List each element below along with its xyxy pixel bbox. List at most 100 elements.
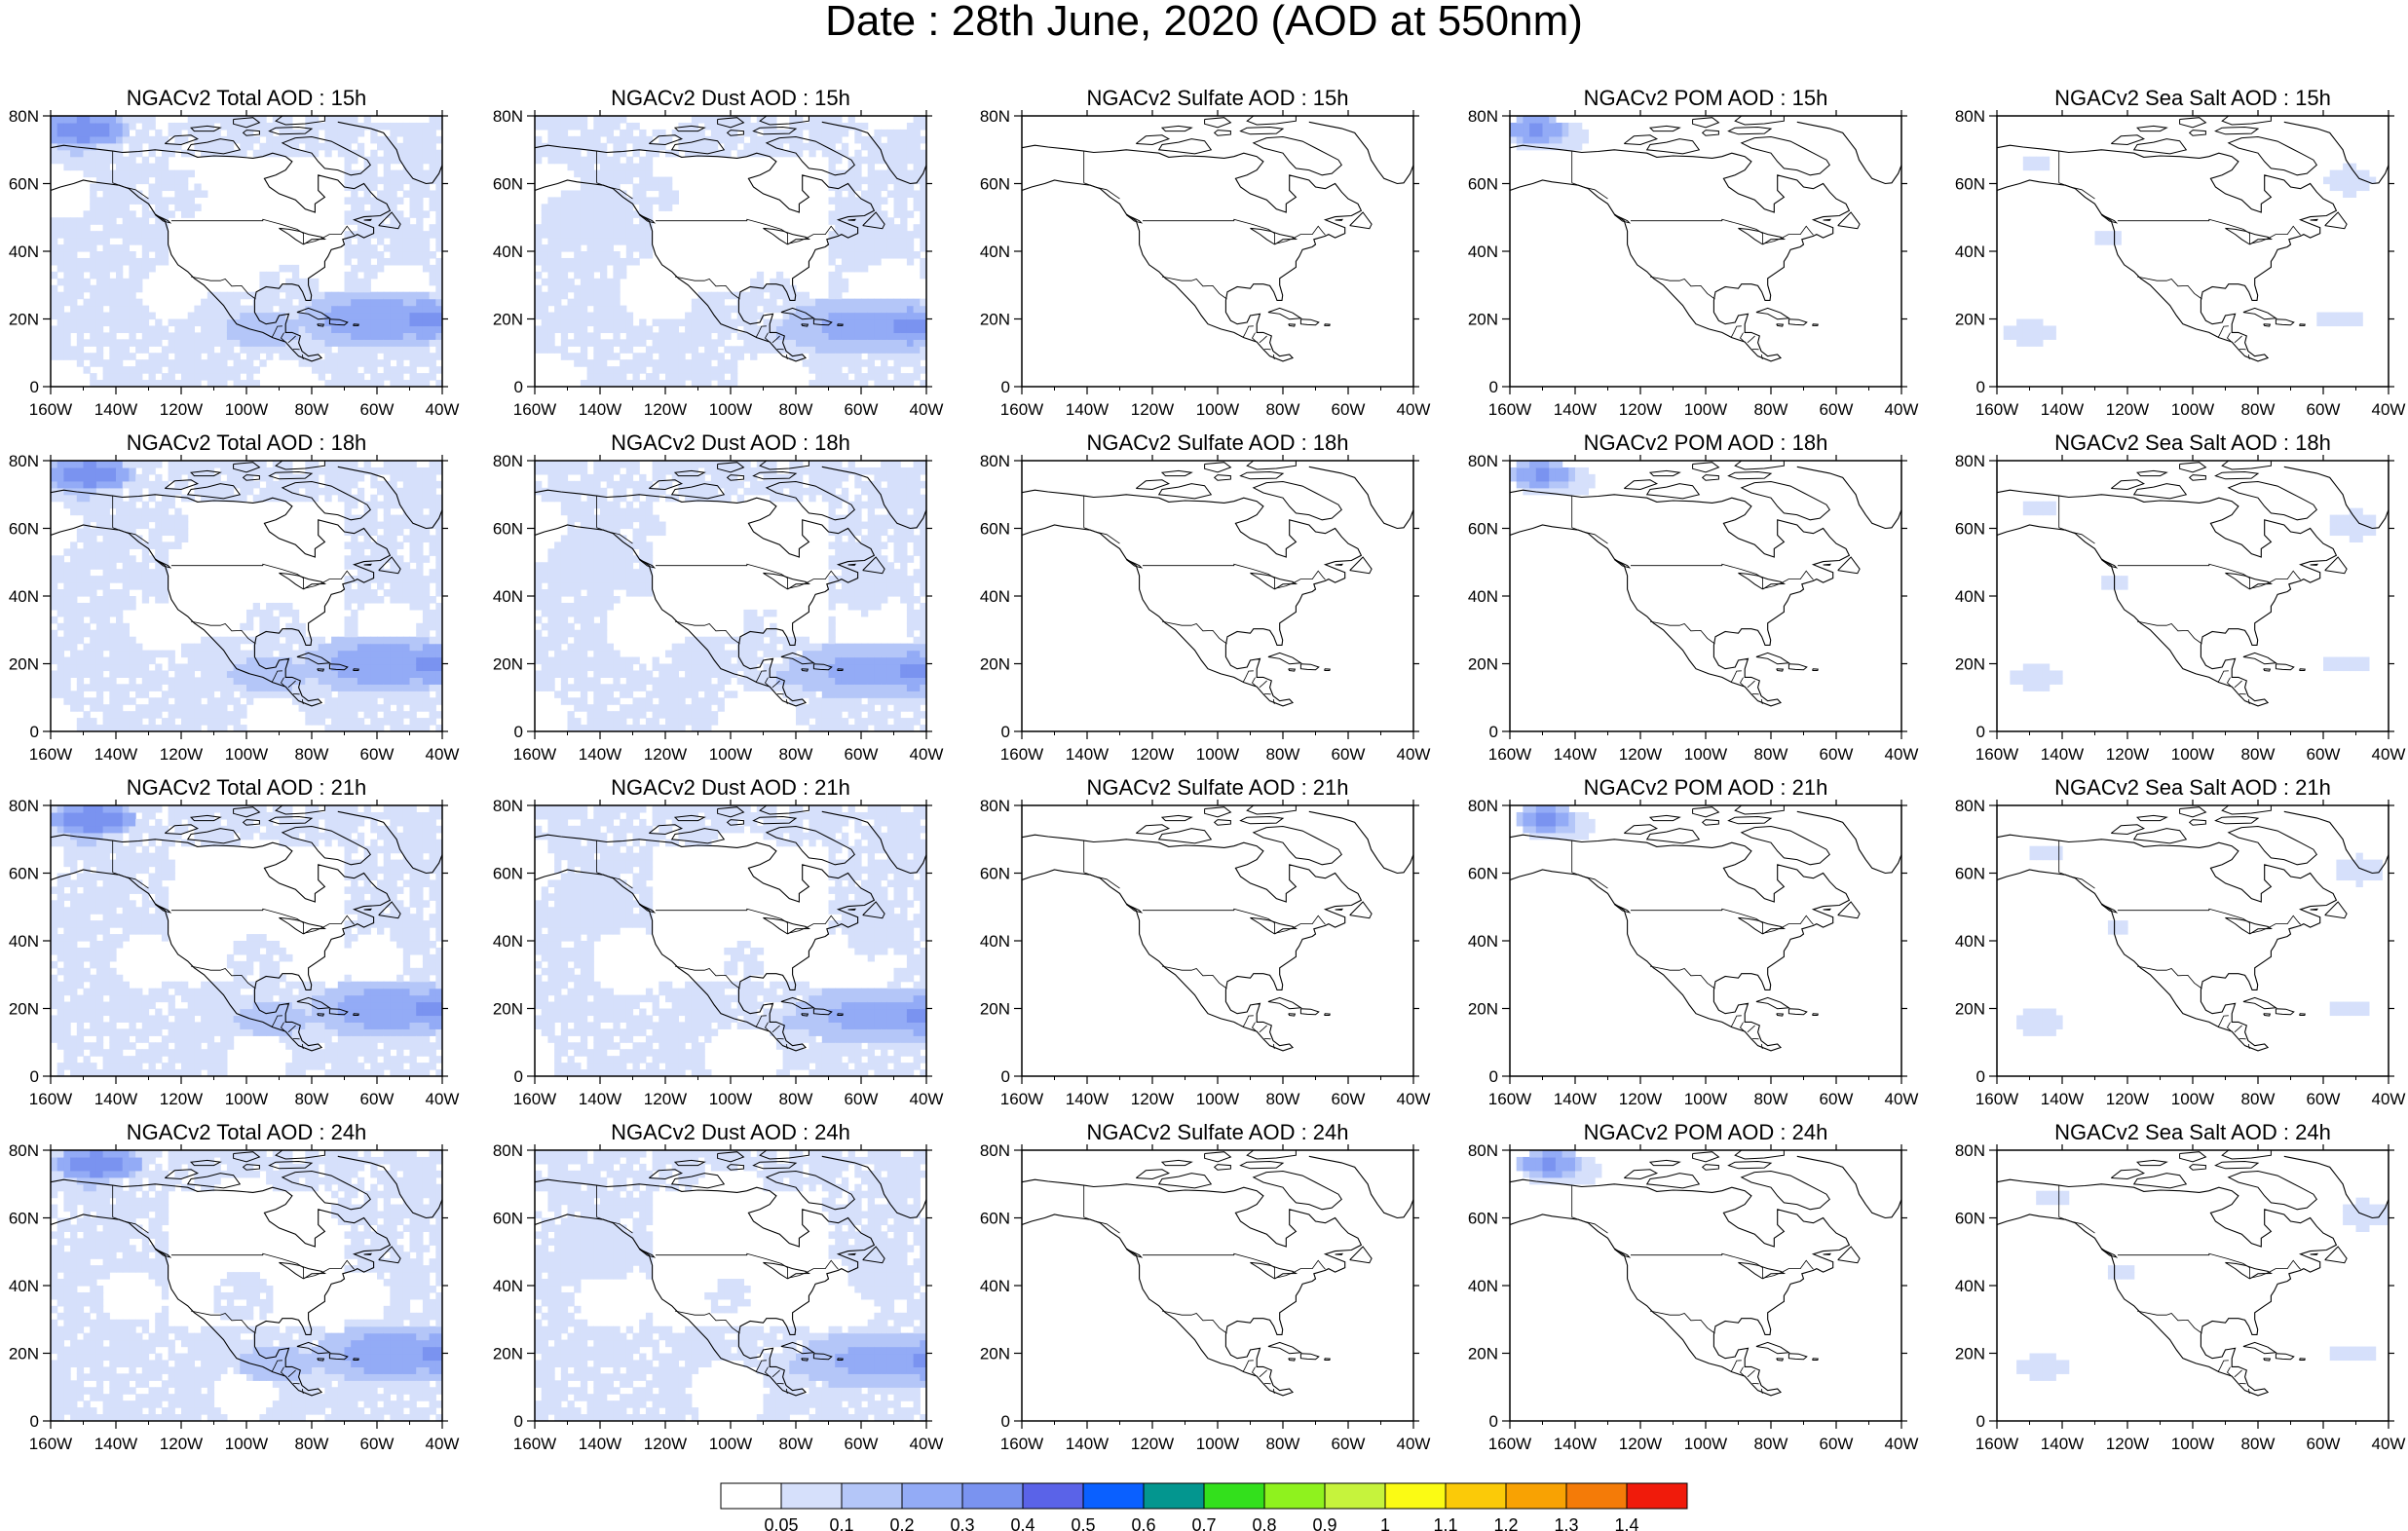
aod-cell bbox=[194, 704, 202, 712]
aod-cell bbox=[402, 122, 411, 131]
aod-cell bbox=[1549, 142, 1557, 151]
aod-cell bbox=[291, 318, 300, 327]
aod-cell bbox=[240, 691, 247, 698]
aod-cell bbox=[835, 312, 843, 320]
aod-cell bbox=[900, 231, 908, 239]
aod-cell bbox=[363, 467, 371, 475]
aod-cell bbox=[122, 582, 130, 590]
aod-cell bbox=[226, 142, 235, 151]
aod-cell bbox=[240, 149, 247, 158]
aod-cell bbox=[63, 224, 71, 232]
aod-cell bbox=[377, 555, 385, 563]
aod-cell bbox=[796, 332, 804, 340]
aod-cell bbox=[324, 359, 332, 367]
aod-cell bbox=[324, 684, 332, 691]
aod-cell bbox=[416, 339, 424, 347]
aod-cell bbox=[181, 494, 189, 503]
aod-cell bbox=[109, 339, 117, 347]
lat-tick-label: 40N bbox=[1955, 243, 1985, 261]
aod-cell bbox=[90, 190, 97, 198]
aod-cell bbox=[789, 318, 797, 327]
aod-cell bbox=[435, 210, 442, 218]
aod-cell bbox=[815, 373, 823, 381]
aod-cell bbox=[331, 142, 339, 151]
aod-cell bbox=[815, 353, 823, 360]
aod-cell bbox=[102, 480, 110, 489]
aod-cell bbox=[920, 197, 926, 205]
aod-cell bbox=[357, 231, 365, 239]
aod-cell bbox=[129, 535, 136, 542]
aod-cell bbox=[429, 548, 436, 556]
aod-cell bbox=[416, 514, 424, 523]
aod-cell bbox=[116, 318, 124, 327]
aod-cell bbox=[129, 176, 136, 185]
aod-cell bbox=[396, 514, 404, 523]
aod-cell bbox=[351, 244, 358, 252]
aod-cell bbox=[697, 318, 705, 327]
aod-cell bbox=[893, 339, 901, 347]
aod-cell bbox=[796, 116, 804, 124]
aod-cell bbox=[76, 284, 85, 293]
aod-cell bbox=[155, 596, 163, 604]
aod-cell bbox=[2355, 318, 2363, 327]
aod-cell bbox=[893, 238, 901, 245]
aod-cell bbox=[351, 480, 358, 489]
aod-cell bbox=[736, 116, 744, 124]
aod-cell bbox=[396, 643, 404, 652]
aod-cell bbox=[324, 339, 332, 347]
aod-cell bbox=[567, 257, 575, 266]
aod-cell bbox=[116, 589, 124, 597]
aod-cell bbox=[606, 353, 614, 360]
aod-cell bbox=[357, 339, 365, 347]
aod-cell bbox=[422, 244, 431, 252]
aod-cell bbox=[396, 359, 404, 367]
aod-cell bbox=[109, 555, 117, 563]
aod-cell bbox=[704, 346, 712, 354]
aod-cell bbox=[122, 622, 130, 631]
greenland-coastline bbox=[337, 461, 442, 530]
aod-cell bbox=[652, 339, 659, 347]
island-outline bbox=[154, 559, 172, 569]
aod-cell bbox=[344, 507, 352, 516]
aod-cell bbox=[1561, 142, 1569, 151]
aod-cell bbox=[331, 650, 339, 658]
aod-cell bbox=[606, 278, 614, 286]
aod-cell bbox=[913, 359, 921, 367]
aod-cell bbox=[351, 473, 358, 482]
aod-cell bbox=[396, 582, 404, 590]
aod-cell bbox=[422, 156, 431, 165]
aod-cell bbox=[207, 725, 215, 731]
aod-cell bbox=[600, 197, 608, 205]
aod-cell bbox=[181, 366, 189, 374]
aod-cell bbox=[377, 305, 385, 314]
aod-cell bbox=[70, 697, 78, 705]
aod-cell bbox=[56, 278, 64, 286]
aod-cell bbox=[266, 643, 274, 652]
aod-cell bbox=[233, 677, 241, 685]
aod-cell bbox=[835, 244, 843, 252]
aod-cell bbox=[828, 298, 836, 307]
aod-cell bbox=[600, 251, 608, 259]
aod-cell bbox=[861, 156, 869, 165]
aod-cell bbox=[704, 312, 712, 320]
aod-cell bbox=[881, 373, 888, 381]
aod-cell bbox=[148, 224, 156, 232]
aod-cell bbox=[580, 346, 588, 354]
aod-cell bbox=[141, 217, 150, 225]
country-border bbox=[2217, 325, 2229, 338]
aod-cell bbox=[109, 298, 117, 307]
aod-cell bbox=[351, 528, 358, 537]
island-outline bbox=[328, 663, 349, 671]
aod-cell bbox=[743, 346, 751, 354]
aod-cell bbox=[187, 116, 195, 124]
aod-cell bbox=[861, 373, 869, 381]
aod-cell bbox=[252, 636, 260, 645]
aod-cell bbox=[606, 156, 614, 165]
aod-cell bbox=[435, 257, 442, 266]
aod-cell bbox=[305, 487, 313, 496]
aod-cell bbox=[351, 264, 358, 273]
aod-cell bbox=[213, 142, 221, 151]
aod-cell bbox=[51, 480, 58, 489]
aod-cell bbox=[279, 318, 286, 327]
aod-cell bbox=[867, 359, 875, 367]
